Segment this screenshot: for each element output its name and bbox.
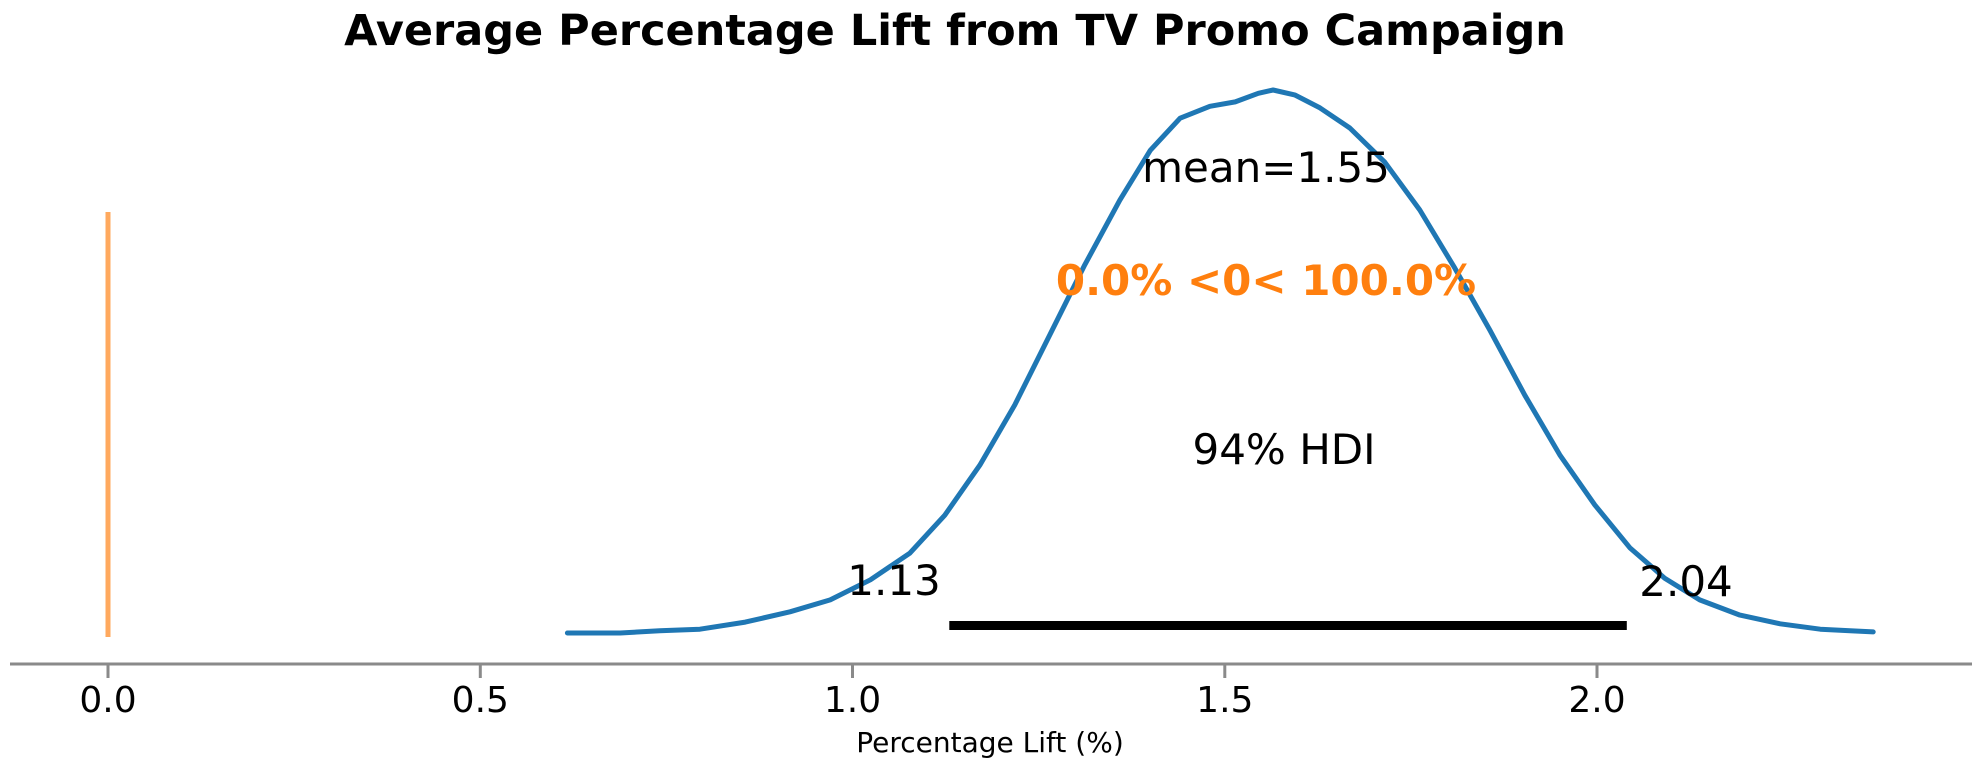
mean-annotation: mean=1.55 xyxy=(1142,143,1390,192)
ref-value-probability-annotation: 0.0% <0< 100.0% xyxy=(1055,256,1477,305)
hdi-lower-value: 1.13 xyxy=(847,556,941,605)
x-tick-label: 1.0 xyxy=(823,680,882,721)
hdi-annotation: 94% HDI xyxy=(1192,425,1376,474)
x-tick-label: 1.5 xyxy=(1196,680,1254,721)
x-axis-title: Percentage Lift (%) xyxy=(856,726,1124,759)
hdi-upper-value: 2.04 xyxy=(1639,557,1733,606)
x-tick-label: 2.0 xyxy=(1568,680,1626,721)
kde-curve xyxy=(564,87,1876,636)
plot-title: Average Percentage Lift from TV Promo Ca… xyxy=(344,6,1566,56)
x-tick-label: 0.0 xyxy=(79,680,137,721)
x-tick-label: 0.5 xyxy=(451,680,509,721)
